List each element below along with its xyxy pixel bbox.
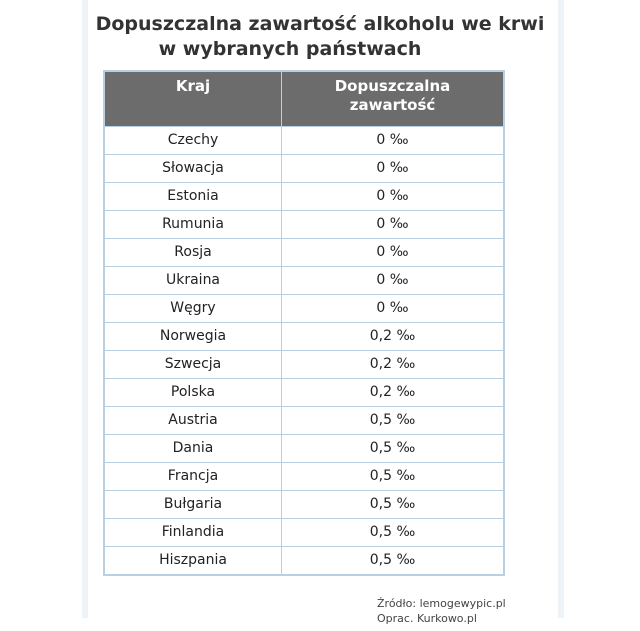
limit-cell: 0 ‰: [281, 182, 505, 211]
country-cell: Rosja: [103, 238, 282, 267]
country-cell: Węgry: [103, 294, 282, 323]
country-cell: Hiszpania: [103, 546, 282, 576]
country-cell: Dania: [103, 434, 282, 463]
table-row: Rosja 0 ‰: [103, 238, 505, 267]
table-row: Francja 0,5 ‰: [103, 462, 505, 491]
country-cell: Słowacja: [103, 154, 282, 183]
limit-cell: 0 ‰: [281, 294, 505, 323]
source-note: Źródło: lemogewypic.pl Oprac. Kurkowo.pl: [377, 596, 506, 626]
limit-cell: 0,5 ‰: [281, 462, 505, 491]
country-cell: Ukraina: [103, 266, 282, 295]
limit-cell: 0,2 ‰: [281, 322, 505, 351]
title-line-1: Dopuszczalna zawartość alkoholu we krwi: [95, 13, 545, 35]
limit-cell: 0 ‰: [281, 238, 505, 267]
country-cell: Austria: [103, 406, 282, 435]
table-row: Austria 0,5 ‰: [103, 406, 505, 435]
header-limit: Dopuszczalna zawartość: [281, 70, 505, 127]
country-cell: Estonia: [103, 182, 282, 211]
limit-cell: 0 ‰: [281, 210, 505, 239]
country-cell: Czechy: [103, 126, 282, 155]
country-cell: Norwegia: [103, 322, 282, 351]
page-title: Dopuszczalna zawartość alkoholu we krwi w…: [0, 12, 640, 62]
credit-text: Oprac. Kurkowo.pl: [377, 612, 477, 625]
header-country: Kraj: [103, 70, 282, 127]
table-row: Norwegia 0,2 ‰: [103, 322, 505, 351]
limit-cell: 0,2 ‰: [281, 350, 505, 379]
country-cell: Polska: [103, 378, 282, 407]
country-cell: Bułgaria: [103, 490, 282, 519]
limit-cell: 0 ‰: [281, 266, 505, 295]
table-row: Estonia 0 ‰: [103, 182, 505, 211]
table-row: Hiszpania 0,5 ‰: [103, 546, 505, 576]
limit-cell: 0 ‰: [281, 154, 505, 183]
table-row: Szwecja 0,2 ‰: [103, 350, 505, 379]
table-row: Słowacja 0 ‰: [103, 154, 505, 183]
table-row: Bułgaria 0,5 ‰: [103, 490, 505, 519]
limit-cell: 0,2 ‰: [281, 378, 505, 407]
alcohol-limit-table: Kraj Dopuszczalna zawartość Czechy 0 ‰ Sło…: [103, 70, 505, 576]
country-cell: Francja: [103, 462, 282, 491]
limit-cell: 0,5 ‰: [281, 490, 505, 519]
limit-cell: 0,5 ‰: [281, 406, 505, 435]
limit-cell: 0,5 ‰: [281, 546, 505, 576]
table-row: Ukraina 0 ‰: [103, 266, 505, 295]
table-row: Czechy 0 ‰: [103, 126, 505, 155]
table-row: Dania 0,5 ‰: [103, 434, 505, 463]
table-row: Węgry 0 ‰: [103, 294, 505, 323]
title-line-2: w wybranych państwach: [158, 38, 422, 60]
limit-cell: 0,5 ‰: [281, 434, 505, 463]
country-cell: Szwecja: [103, 350, 282, 379]
table-row: Rumunia 0 ‰: [103, 210, 505, 239]
table-row: Polska 0,2 ‰: [103, 378, 505, 407]
table-row: Finlandia 0,5 ‰: [103, 518, 505, 547]
country-cell: Finlandia: [103, 518, 282, 547]
limit-cell: 0 ‰: [281, 126, 505, 155]
country-cell: Rumunia: [103, 210, 282, 239]
source-text: Źródło: lemogewypic.pl: [377, 597, 506, 610]
limit-cell: 0,5 ‰: [281, 518, 505, 547]
